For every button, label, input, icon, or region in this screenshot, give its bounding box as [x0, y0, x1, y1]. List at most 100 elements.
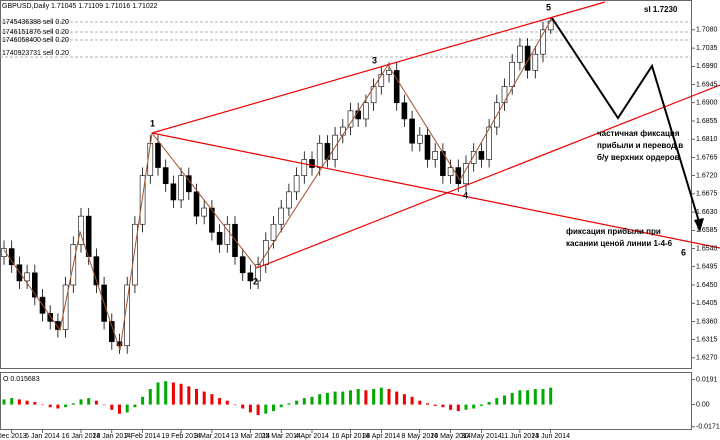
line-1-4-6 [151, 132, 720, 249]
x-tick-label: 16 Jan 2014 [62, 433, 101, 440]
y-tick-label: 0.0191 [696, 377, 718, 384]
indicator-bar [248, 404, 252, 413]
x-tick-label: 7 Feb 2014 [125, 433, 161, 440]
frames [0, 0, 692, 430]
candle-body [347, 110, 354, 128]
y-tick-label: 1.6990 [696, 63, 718, 70]
candle-body [401, 102, 408, 120]
indicator-bar [279, 404, 283, 408]
x-tick-label: 4 Apr 2014 [295, 433, 329, 440]
candle-body [278, 207, 285, 225]
candle-body [162, 167, 169, 185]
candle-body [1, 248, 7, 257]
x-tick-label: 25 Mar 2014 [262, 433, 301, 440]
indicator-bar [472, 404, 476, 409]
indicator-bar [125, 404, 129, 413]
indicator-bar [333, 391, 337, 405]
x-tick-label: 19 Feb 2014 [161, 433, 200, 440]
y-tick-label: 1.6495 [696, 264, 718, 271]
candle-body [393, 70, 400, 104]
candle-body [170, 183, 177, 201]
y-tick-label: 1.6765 [696, 154, 718, 161]
candle-body [293, 175, 300, 193]
indicator-bar [56, 404, 60, 409]
candle-body [386, 70, 392, 75]
indicator-bar [164, 381, 168, 405]
x-tick-label: 28 Jan 2014 [93, 433, 132, 440]
x-tick-label: 13 Mar 2014 [231, 433, 270, 440]
indicator-bar [518, 390, 522, 405]
candle-body [416, 134, 423, 144]
x-tick-label: 30 May 2014 [461, 433, 502, 440]
indicator-bar [202, 391, 206, 405]
note-line: б/у верхних ордеров [597, 153, 680, 162]
indicator-bar [433, 404, 437, 406]
candle-body [247, 272, 254, 282]
y-tick-label: 1.6720 [696, 172, 718, 179]
indicator-bar [110, 404, 114, 410]
candle-body [8, 248, 15, 266]
candle-body [424, 134, 431, 160]
indicator-bar [349, 390, 352, 405]
note-line: касании ценой линии 1-4-6 [566, 239, 673, 248]
candle-body [239, 256, 246, 274]
candle-body [440, 151, 446, 176]
symbol-info: GBPUSD,Daily 1.71045 1.71109 1.71016 1.7… [2, 3, 158, 10]
candle-body [432, 151, 439, 160]
lower-line [256, 84, 720, 269]
indicator-frame [0, 372, 692, 430]
indicator-bar [441, 404, 445, 408]
indicator-bar [272, 404, 275, 412]
indicator-bar [210, 394, 214, 405]
indicator-bar [356, 389, 360, 405]
candle-body [447, 167, 454, 176]
candle-body [178, 175, 184, 201]
candle-body [116, 341, 123, 347]
candle-body [93, 256, 100, 286]
candle-body [262, 240, 269, 266]
candle-body [47, 313, 54, 322]
indicator-bar [102, 404, 106, 406]
indicator-bar [87, 398, 91, 405]
y-tick-label: 1.6360 [696, 318, 718, 325]
indicator-bar [17, 399, 21, 405]
candle-body [455, 167, 462, 185]
y-tick-label: 1.7080 [696, 27, 718, 34]
candle-body [155, 142, 161, 168]
indicator-bar [218, 398, 222, 405]
indicator-bar [187, 386, 191, 405]
candle-body [370, 86, 377, 104]
candle-body [478, 151, 485, 160]
y-tick-label: 0.00 [696, 401, 710, 408]
candle-body [78, 215, 84, 245]
candle-body [132, 223, 138, 286]
indicator-bar [179, 383, 183, 405]
indicator-bar [410, 396, 414, 405]
y-tick-label: 1.6945 [696, 81, 718, 88]
indicator-bar [195, 389, 198, 405]
indicator-bar [533, 389, 537, 405]
indicator-bar [302, 398, 306, 405]
indicator-bar [325, 392, 329, 405]
indicator-bar [295, 400, 299, 405]
indicator-bar [71, 403, 75, 405]
candle-body [224, 223, 231, 245]
candle-body [301, 159, 308, 176]
x-tick-label: 28 Apr 2014 [362, 433, 400, 440]
indicator-bar [318, 394, 322, 405]
x-tick-label: 3 Mar 2014 [194, 433, 230, 440]
candle-body [486, 126, 492, 160]
arrow-head [694, 218, 704, 232]
indicator-bar [94, 400, 98, 405]
indicator-bar [449, 404, 453, 410]
zigzag [3, 17, 553, 351]
order-label: 1740923731 sell 0.20 [2, 50, 69, 57]
candle-body [339, 126, 346, 136]
candle-body [85, 215, 92, 257]
indicator-bar [503, 395, 506, 405]
candle-body [255, 264, 261, 282]
indicator-bar [402, 394, 406, 405]
note-line: фиксация прибыли при [566, 227, 661, 236]
indicator-bar [379, 387, 383, 405]
